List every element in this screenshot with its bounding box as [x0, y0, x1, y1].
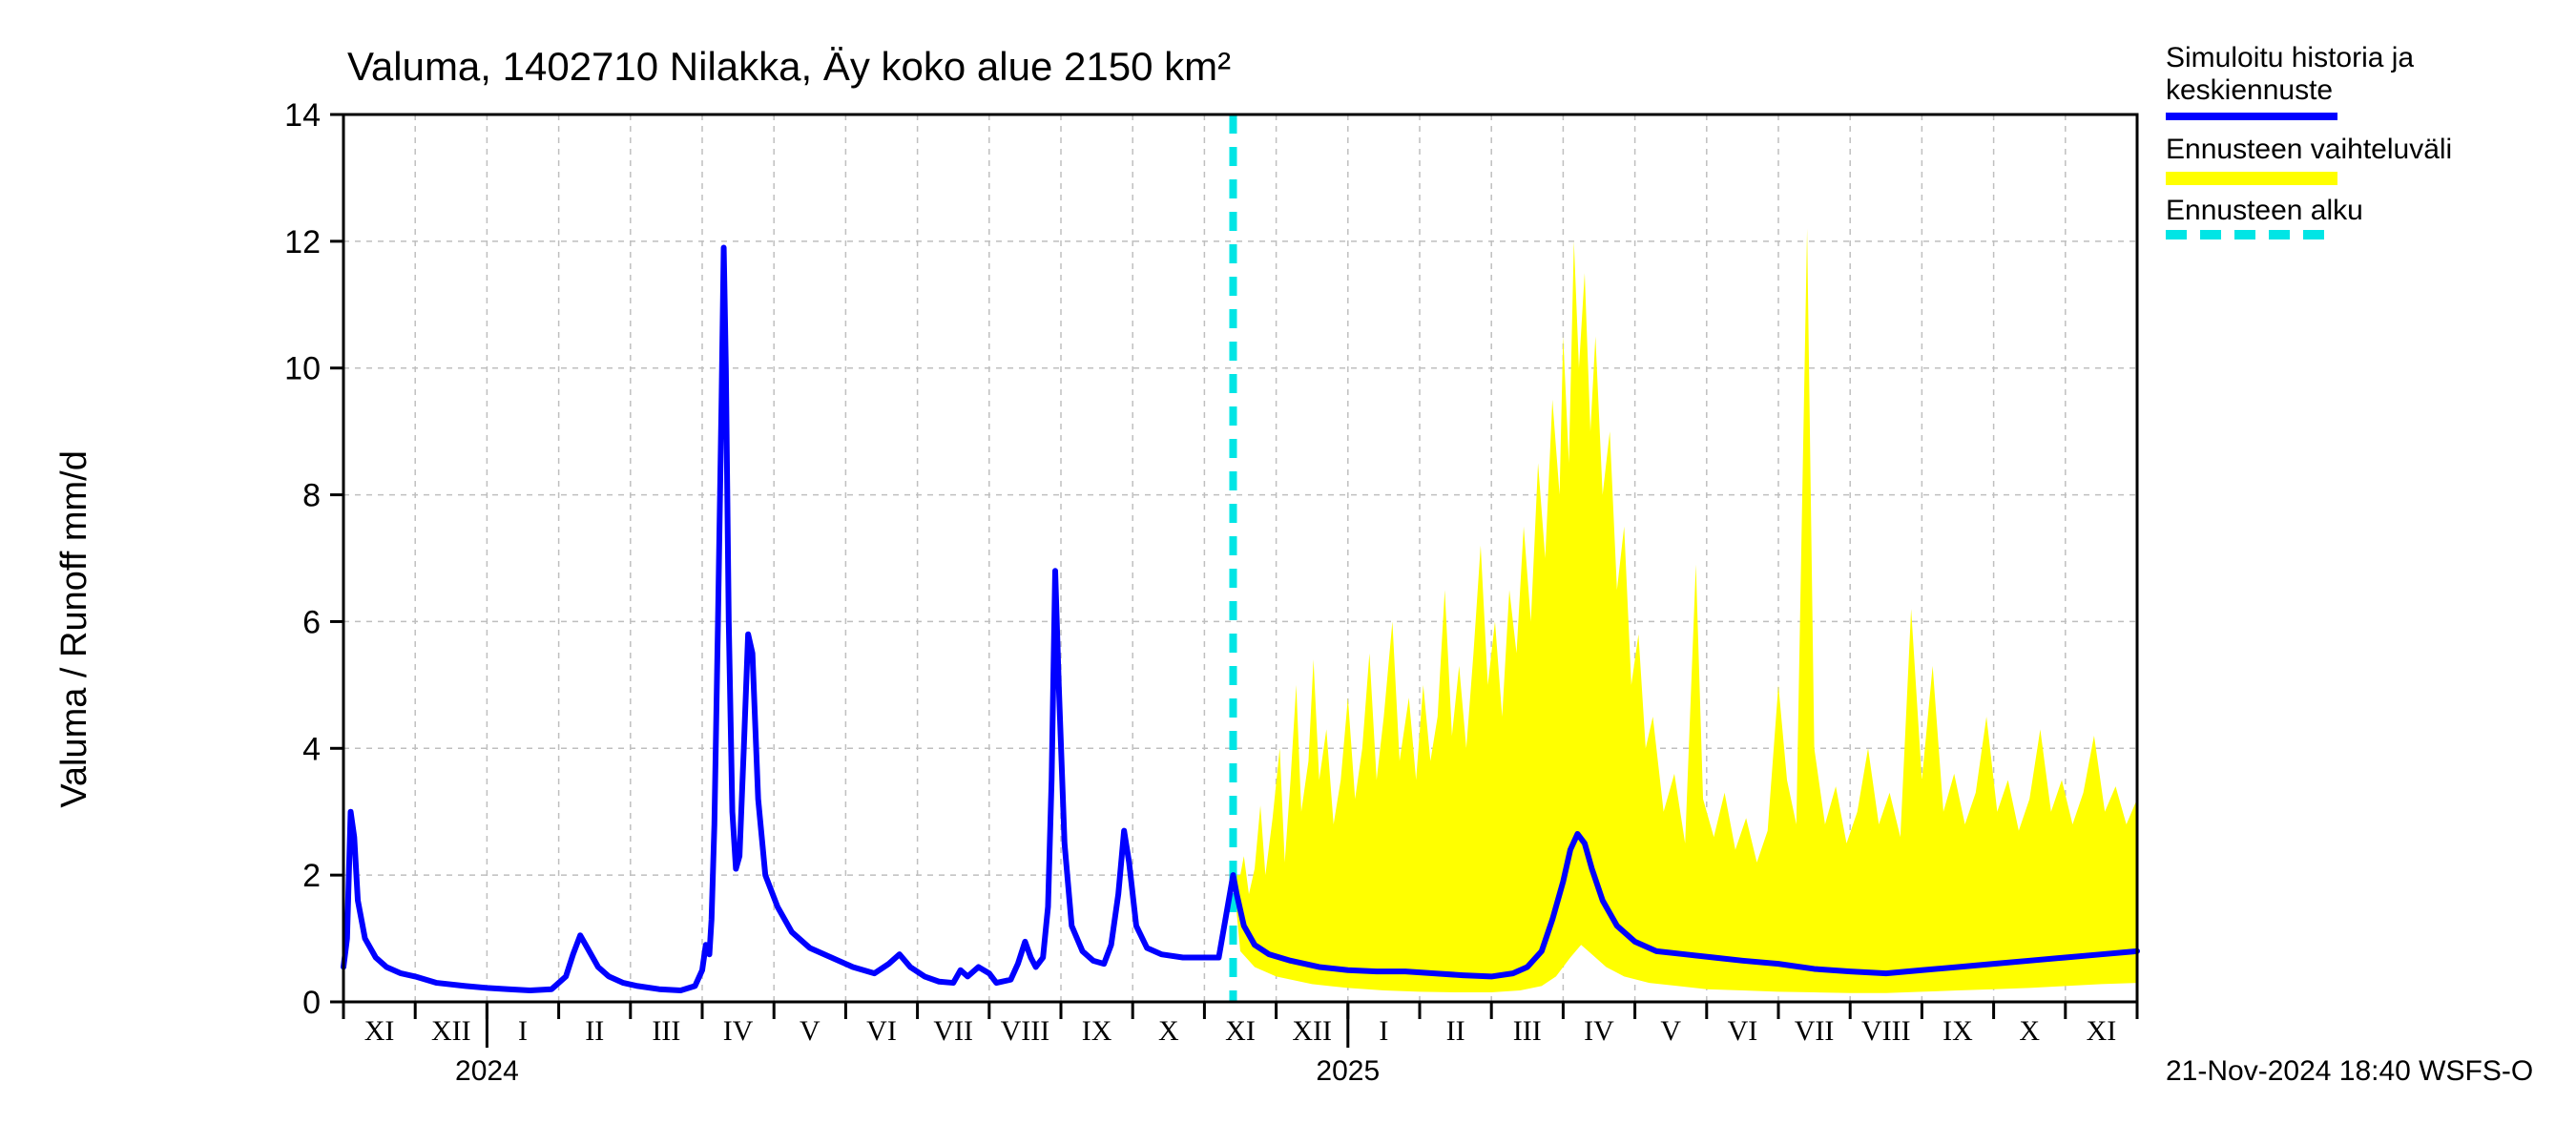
x-month-label: VI [866, 1015, 897, 1047]
x-month-label: VII [1795, 1015, 1835, 1047]
x-month-label: VII [933, 1015, 973, 1047]
legend-label-band: Ennusteen vaihteluväli [2166, 134, 2452, 165]
footer-timestamp: 21-Nov-2024 18:40 WSFS-O [2166, 1055, 2533, 1087]
chart-container: 02468101214XIXIIIIIIIIIVVVIVIIVIIIIXXXIX… [0, 0, 2576, 1145]
x-month-label: I [518, 1015, 528, 1047]
x-year-label: 2025 [1316, 1055, 1380, 1087]
x-month-label: IX [1082, 1015, 1112, 1047]
x-month-label: II [1446, 1015, 1465, 1047]
x-month-label: X [2019, 1015, 2040, 1047]
y-tick-label: 8 [302, 478, 321, 514]
x-month-label: XI [364, 1015, 395, 1047]
x-month-label: XII [431, 1015, 471, 1047]
y-tick-label: 14 [284, 97, 321, 134]
x-month-label: XI [1225, 1015, 1256, 1047]
y-tick-label: 10 [284, 351, 321, 387]
chart-title: Valuma, 1402710 Nilakka, Äy koko alue 21… [347, 44, 1231, 89]
x-month-label: VIII [1001, 1015, 1050, 1047]
x-year-label: 2024 [455, 1055, 519, 1087]
x-month-label: V [1660, 1015, 1681, 1047]
x-month-label: I [1379, 1015, 1388, 1047]
y-tick-label: 6 [302, 604, 321, 640]
legend-label-history-2: keskiennuste [2166, 74, 2333, 106]
y-tick-label: 12 [284, 224, 321, 260]
x-month-label: VIII [1861, 1015, 1911, 1047]
x-month-label: III [652, 1015, 680, 1047]
legend-swatch-band [2166, 172, 2337, 185]
forecast-band [1233, 229, 2137, 993]
x-month-label: VI [1728, 1015, 1758, 1047]
y-tick-label: 0 [302, 985, 321, 1021]
y-tick-label: 2 [302, 858, 321, 894]
x-month-label: XII [1292, 1015, 1332, 1047]
x-month-label: IV [723, 1015, 754, 1047]
x-month-label: X [1158, 1015, 1179, 1047]
y-tick-label: 4 [302, 731, 321, 767]
x-month-label: IV [1584, 1015, 1614, 1047]
x-month-label: V [800, 1015, 821, 1047]
x-month-label: IX [1942, 1015, 1973, 1047]
x-month-label: III [1513, 1015, 1542, 1047]
legend-label-history-1: Simuloitu historia ja [2166, 42, 2414, 73]
runoff-chart: 02468101214XIXIIIIIIIIIVVVIVIIVIIIIXXXIX… [0, 0, 2576, 1145]
y-axis-title: Valuma / Runoff mm/d [54, 450, 94, 808]
legend-label-forecast-start: Ennusteen alku [2166, 195, 2363, 226]
x-month-label: XI [2087, 1015, 2117, 1047]
x-month-label: II [585, 1015, 604, 1047]
